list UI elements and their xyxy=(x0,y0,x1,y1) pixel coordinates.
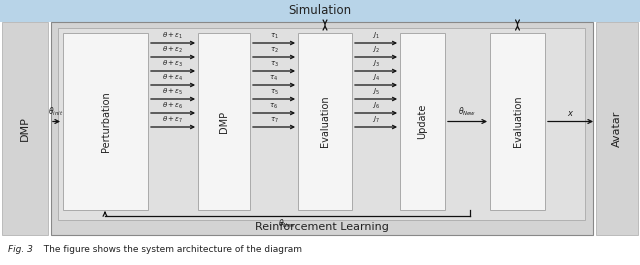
Text: $J_5$: $J_5$ xyxy=(372,87,380,97)
Text: $\tau_3$: $\tau_3$ xyxy=(269,60,278,69)
Text: $\theta + \varepsilon_2$: $\theta + \varepsilon_2$ xyxy=(163,45,184,55)
Text: The figure shows the system architecture of the diagram: The figure shows the system architecture… xyxy=(38,245,302,254)
Text: Fig. 3: Fig. 3 xyxy=(8,245,33,254)
Text: $\theta_{New}$: $\theta_{New}$ xyxy=(278,218,297,230)
Bar xyxy=(198,33,250,210)
Bar xyxy=(490,33,545,210)
Text: $\tau_5$: $\tau_5$ xyxy=(269,88,278,97)
Text: $\theta + \varepsilon_6$: $\theta + \varepsilon_6$ xyxy=(163,101,184,111)
Text: $J_6$: $J_6$ xyxy=(372,101,380,111)
Text: DMP: DMP xyxy=(20,116,30,141)
Text: Avatar: Avatar xyxy=(612,110,622,147)
Bar xyxy=(596,22,638,235)
Text: $J_2$: $J_2$ xyxy=(372,45,380,55)
Text: $\theta + \varepsilon_3$: $\theta + \varepsilon_3$ xyxy=(163,59,184,69)
Text: $\theta + \varepsilon_7$: $\theta + \varepsilon_7$ xyxy=(163,115,184,125)
Bar xyxy=(58,28,585,220)
Bar xyxy=(2,22,48,235)
Text: $\tau_6$: $\tau_6$ xyxy=(269,102,278,111)
Text: $\tau_2$: $\tau_2$ xyxy=(269,46,278,55)
Text: Evaluation: Evaluation xyxy=(320,96,330,147)
Text: $J_4$: $J_4$ xyxy=(372,73,380,83)
Text: Perturbation: Perturbation xyxy=(100,91,111,152)
Text: $\tau_1$: $\tau_1$ xyxy=(269,32,278,41)
Text: $J_7$: $J_7$ xyxy=(372,115,380,125)
Text: $\theta + \varepsilon_4$: $\theta + \varepsilon_4$ xyxy=(163,73,184,83)
Text: $\tau_7$: $\tau_7$ xyxy=(269,116,278,125)
Text: $\theta_{New}$: $\theta_{New}$ xyxy=(458,106,477,118)
Text: $x$: $x$ xyxy=(567,109,574,118)
Bar xyxy=(51,22,593,235)
Text: $J_1$: $J_1$ xyxy=(372,31,380,41)
Text: $\tau_4$: $\tau_4$ xyxy=(269,74,278,83)
Text: Reinforcement Learning: Reinforcement Learning xyxy=(255,222,389,232)
Bar xyxy=(0,0,640,22)
Bar xyxy=(400,33,445,210)
Text: $J_3$: $J_3$ xyxy=(372,59,380,69)
Bar xyxy=(298,33,352,210)
Text: $\theta + \varepsilon_5$: $\theta + \varepsilon_5$ xyxy=(163,87,184,97)
Text: $\theta + \varepsilon_1$: $\theta + \varepsilon_1$ xyxy=(163,31,184,41)
Bar xyxy=(63,33,148,210)
Text: DMP: DMP xyxy=(219,111,229,132)
Text: Update: Update xyxy=(417,104,428,139)
Text: Evaluation: Evaluation xyxy=(513,96,522,147)
Text: Simulation: Simulation xyxy=(289,5,351,17)
Text: $\theta_{init}$: $\theta_{init}$ xyxy=(48,106,63,118)
